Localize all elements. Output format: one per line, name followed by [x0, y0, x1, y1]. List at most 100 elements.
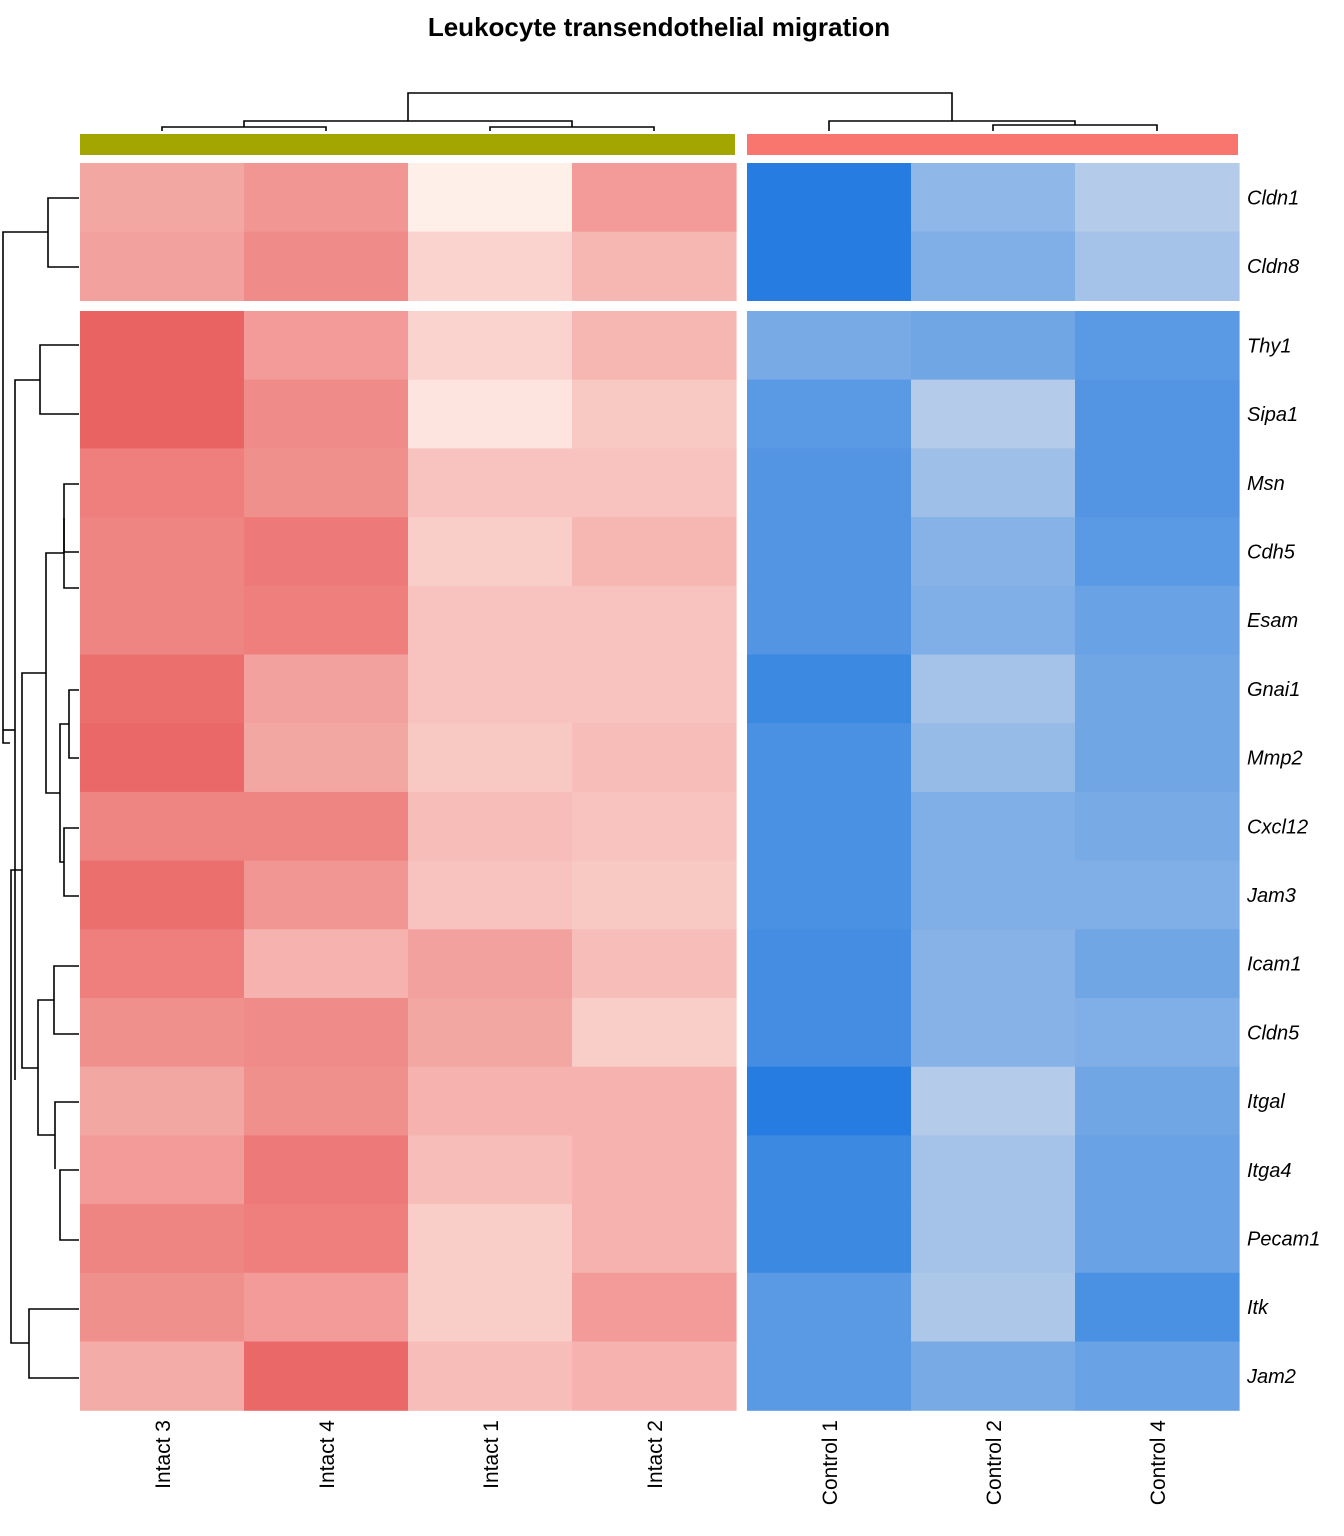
group-annotation-bars — [80, 134, 1238, 155]
heatmap-cell-jam3-intact-1 — [408, 860, 573, 930]
heatmap-cell-sipa1-intact-2 — [572, 379, 737, 449]
heatmap-cell-cxcl12-control-1 — [747, 791, 912, 862]
heatmap-cell-itgal-control-1 — [747, 1066, 912, 1136]
heatmap-cell-msn-intact-2 — [572, 448, 737, 518]
heatmap-cell-mmp2-intact-3 — [80, 723, 245, 793]
heatmap-cell-pecam1-control-4 — [1075, 1204, 1240, 1274]
heatmap-cell-jam2-intact-1 — [408, 1341, 573, 1411]
row-label-msn: Msn — [1247, 473, 1285, 495]
heatmap-cell-jam3-control-2 — [911, 860, 1076, 930]
heatmap-cell-jam3-intact-2 — [572, 860, 737, 930]
heatmap-cell-jam2-intact-4 — [244, 1341, 409, 1411]
annotation-bar-intact — [80, 134, 735, 155]
heatmap-cell-cldn1-control-1 — [747, 163, 912, 233]
heatmap-cell-itga4-control-4 — [1075, 1135, 1240, 1205]
heatmap-cell-cldn8-intact-3 — [80, 231, 245, 301]
heatmap-cell-mmp2-control-1 — [747, 723, 912, 793]
column-label-intact-2: Intact 2 — [644, 1420, 667, 1489]
heatmap-cell-msn-intact-4 — [244, 448, 409, 518]
heatmap-cell-icam1-intact-2 — [572, 929, 737, 999]
heatmap-cell-cdh5-intact-4 — [244, 517, 409, 587]
heatmap-cell-mmp2-intact-4 — [244, 723, 409, 793]
heatmap-cell-msn-intact-3 — [80, 448, 245, 518]
row-label-thy1: Thy1 — [1247, 335, 1291, 357]
heatmap-cell-cxcl12-intact-2 — [572, 791, 737, 862]
heatmap-cell-pecam1-intact-4 — [244, 1204, 409, 1274]
heatmap-cell-esam-intact-2 — [572, 585, 737, 656]
heatmap-cell-itk-intact-1 — [408, 1272, 573, 1343]
heatmap-cell-thy1-intact-1 — [408, 311, 573, 381]
row-label-sipa1: Sipa1 — [1247, 404, 1298, 426]
column-dendrogram — [161, 92, 1158, 131]
heatmap-cell-pecam1-intact-3 — [80, 1204, 245, 1274]
heatmap-cells — [80, 163, 1240, 1411]
heatmap-cell-cdh5-control-2 — [911, 517, 1076, 587]
row-labels: Cldn1 Cldn8 Thy1 Sipa1 Msn Cdh5 Esam Gnai1 Mmp2 C… — [1246, 187, 1320, 1388]
heatmap-cell-jam2-intact-3 — [80, 1341, 245, 1411]
heatmap-cell-cdh5-control-1 — [747, 517, 912, 587]
heatmap-cell-gnai1-control-1 — [747, 654, 912, 724]
heatmap-cell-cxcl12-intact-1 — [408, 791, 573, 862]
heatmap-cell-cldn8-control-1 — [747, 231, 912, 301]
heatmap-cell-itgal-intact-4 — [244, 1066, 409, 1136]
heatmap-cell-gnai1-intact-2 — [572, 654, 737, 724]
heatmap-cell-gnai1-intact-1 — [408, 654, 573, 724]
column-label-control-2: Control 2 — [983, 1420, 1006, 1505]
heatmap-cell-itk-control-4 — [1075, 1272, 1240, 1343]
heatmap-cell-itga4-control-1 — [747, 1135, 912, 1205]
heatmap-cell-esam-intact-3 — [80, 585, 245, 656]
heatmap-cell-sipa1-intact-4 — [244, 379, 409, 449]
heatmap-cell-jam2-control-1 — [747, 1341, 912, 1411]
heatmap-cell-jam3-control-1 — [747, 860, 912, 930]
row-label-mmp2: Mmp2 — [1247, 748, 1303, 770]
heatmap-cell-gnai1-control-4 — [1075, 654, 1240, 724]
heatmap-cell-cxcl12-control-2 — [911, 791, 1076, 862]
heatmap-cell-jam2-control-2 — [911, 1341, 1076, 1411]
heatmap-cell-msn-control-4 — [1075, 448, 1240, 518]
row-label-jam3: Jam3 — [1246, 885, 1296, 907]
heatmap-cell-sipa1-control-4 — [1075, 379, 1240, 449]
heatmap-cell-jam3-intact-4 — [244, 860, 409, 930]
heatmap-cell-cldn1-intact-1 — [408, 163, 573, 233]
column-label-intact-1: Intact 1 — [480, 1420, 503, 1489]
heatmap-cell-pecam1-intact-2 — [572, 1204, 737, 1274]
heatmap-cell-cldn5-control-1 — [747, 998, 912, 1068]
heatmap-cell-cldn5-control-4 — [1075, 998, 1240, 1068]
heatmap-cell-msn-control-2 — [911, 448, 1076, 518]
heatmap-cell-itk-intact-4 — [244, 1272, 409, 1343]
heatmap-cell-thy1-intact-4 — [244, 311, 409, 381]
row-label-cdh5: Cdh5 — [1247, 542, 1296, 564]
heatmap-cell-icam1-control-2 — [911, 929, 1076, 999]
heatmap-cell-pecam1-intact-1 — [408, 1204, 573, 1274]
heatmap-cell-cldn5-control-2 — [911, 998, 1076, 1068]
heatmap-cell-icam1-intact-4 — [244, 929, 409, 999]
heatmap-cell-itk-intact-2 — [572, 1272, 737, 1343]
heatmap-cell-cldn5-intact-3 — [80, 998, 245, 1068]
heatmap-cell-cldn8-intact-4 — [244, 231, 409, 301]
heatmap-cell-pecam1-control-2 — [911, 1204, 1076, 1274]
column-label-intact-4: Intact 4 — [316, 1420, 339, 1489]
heatmap-cell-jam3-control-4 — [1075, 860, 1240, 930]
heatmap-cell-sipa1-intact-3 — [80, 379, 245, 449]
heatmap-cell-mmp2-intact-1 — [408, 723, 573, 793]
heatmap-cell-esam-control-1 — [747, 585, 912, 656]
heatmap-cell-esam-control-4 — [1075, 585, 1240, 656]
heatmap-cell-itgal-intact-1 — [408, 1066, 573, 1136]
heatmap-cell-itgal-intact-2 — [572, 1066, 737, 1136]
heatmap-cell-cldn8-control-2 — [911, 231, 1076, 301]
heatmap-cell-cldn1-intact-3 — [80, 163, 245, 233]
heatmap-cell-mmp2-control-2 — [911, 723, 1076, 793]
heatmap-cell-sipa1-control-2 — [911, 379, 1076, 449]
heatmap-cell-icam1-intact-3 — [80, 929, 245, 999]
row-dendrogram — [2, 197, 79, 1379]
heatmap-cell-cldn8-control-4 — [1075, 231, 1240, 301]
heatmap-cell-jam2-intact-2 — [572, 1341, 737, 1411]
heatmap-cell-thy1-intact-3 — [80, 311, 245, 381]
row-label-icam1: Icam1 — [1247, 954, 1301, 976]
row-label-gnai1: Gnai1 — [1247, 679, 1300, 701]
heatmap-cell-jam2-control-4 — [1075, 1341, 1240, 1411]
heatmap-cell-thy1-control-4 — [1075, 311, 1240, 381]
heatmap-cell-cdh5-intact-3 — [80, 517, 245, 587]
heatmap-cell-pecam1-control-1 — [747, 1204, 912, 1274]
